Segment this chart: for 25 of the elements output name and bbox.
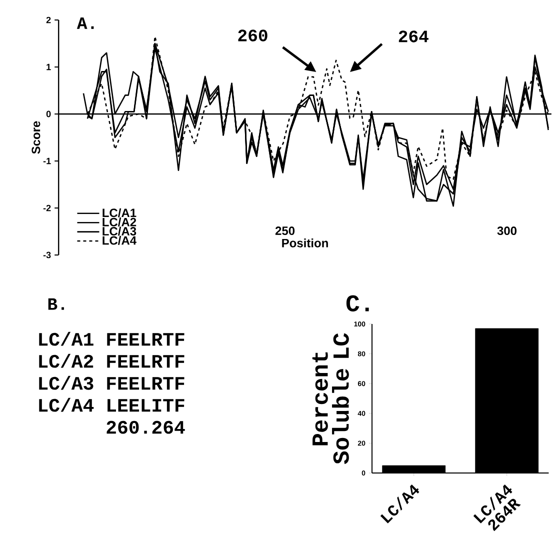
text: 260.264	[106, 420, 185, 434]
text: LC/A3 FEELRTF	[39, 376, 184, 390]
y-tick-label: -2	[43, 204, 51, 212]
legend-label: LC/A4	[102, 236, 136, 245]
legend-label: LC/A2	[102, 218, 136, 226]
x-axis-title: Position	[282, 238, 328, 248]
y-tick-label: 2	[46, 16, 51, 24]
y-tick-label: -1	[43, 158, 51, 164]
chart-title: C.	[346, 295, 369, 312]
annotation: 260	[238, 30, 268, 42]
text: LC/A1 FEELRTF	[39, 332, 184, 346]
chart-title: A.	[76, 18, 94, 29]
y-tick-label: 1	[46, 64, 51, 70]
legend-label: LC/A1	[102, 208, 136, 218]
legend-label: LC/A3	[102, 226, 136, 236]
y-axis-title: Score	[32, 121, 40, 154]
text: LC/A4 LEELITF	[39, 398, 184, 412]
y-axis-title: Percent Soluble LC	[312, 333, 349, 464]
y-tick-label: 0	[46, 110, 51, 118]
y-tick-label: -3	[43, 252, 51, 258]
text: LC/A2 FEELRTF	[39, 354, 184, 368]
annotation: 264	[398, 30, 428, 42]
x-tick-label: 250	[275, 226, 295, 236]
x-tick-label: 300	[497, 226, 517, 236]
text: B.	[48, 298, 64, 310]
